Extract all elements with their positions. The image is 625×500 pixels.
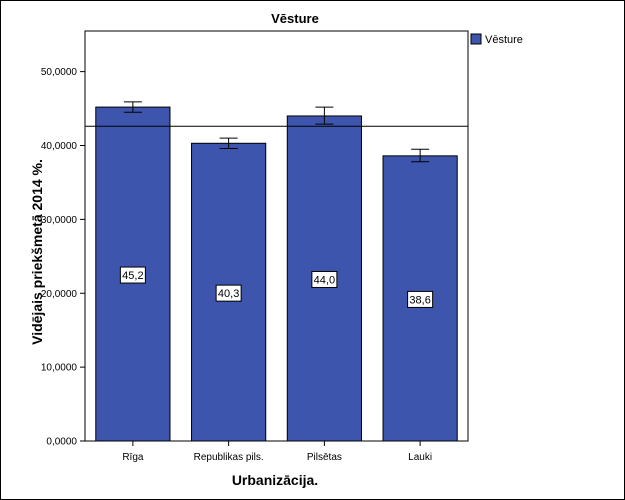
- plot-area: 0,0000 10,0000 20,0000 30,0000 40,0000 50,000…: [41, 30, 469, 463]
- y-axis-title: Vidējais priekšmetā 2014 %.: [29, 159, 45, 345]
- chart-title: Vēsture: [271, 11, 319, 26]
- x-axis-title: Urbanizācija.: [232, 472, 318, 488]
- data-label: 44,0: [314, 274, 335, 286]
- y-tick-label: 0,0000: [46, 437, 77, 448]
- legend-label: Vēsture: [485, 34, 523, 46]
- x-tick-label: Republikas pils.: [194, 452, 264, 463]
- y-tick-label: 10,0000: [41, 363, 78, 374]
- data-label: 40,3: [218, 288, 239, 300]
- y-tick-label: 30,0000: [41, 215, 78, 226]
- data-label-box: [119, 266, 146, 284]
- data-label-box: [407, 290, 434, 308]
- y-tick-label: 20,0000: [41, 289, 78, 300]
- x-tick-label: Lauki: [408, 452, 432, 463]
- x-tick-label: Rīga: [122, 452, 144, 463]
- x-tick-label: Pilsētas: [307, 452, 342, 463]
- legend-swatch: [470, 33, 482, 45]
- y-tick-label: 40,0000: [41, 141, 78, 152]
- data-label: 38,6: [409, 294, 430, 306]
- data-label: 45,2: [122, 270, 143, 282]
- legend: Vēsture: [470, 33, 523, 46]
- plot-border: [84, 30, 469, 442]
- y-tick-label: 50,0000: [41, 67, 78, 78]
- data-label-box: [311, 270, 338, 288]
- data-label-box: [215, 284, 242, 302]
